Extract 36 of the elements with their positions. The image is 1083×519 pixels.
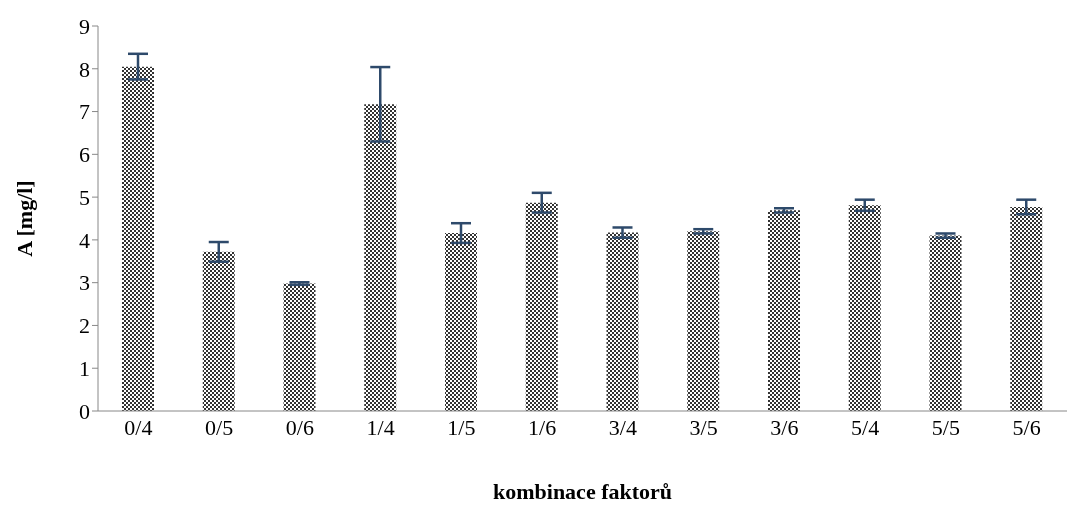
y-tick-label: 5: [79, 184, 90, 210]
x-tick-label: 0/6: [285, 414, 314, 440]
bar: [606, 232, 639, 411]
x-tick-label: 1/5: [447, 414, 476, 440]
bar: [445, 233, 477, 411]
y-tick-label: 3: [79, 270, 90, 296]
bar: [687, 231, 720, 411]
y-tick-label: 6: [79, 142, 90, 168]
y-tick-label: 8: [79, 56, 90, 82]
y-tick-label: 1: [79, 356, 90, 382]
y-tick-label: 0: [79, 398, 90, 424]
x-axis-title: kombinace faktorů: [492, 479, 673, 504]
y-tick-label: 7: [79, 99, 90, 125]
x-tick-label: 5/6: [1012, 414, 1041, 440]
bar: [122, 66, 154, 411]
x-tick-label: 1/6: [528, 414, 557, 440]
x-tick-label: 3/4: [608, 414, 637, 440]
y-tick-label: 9: [79, 13, 90, 39]
bar: [525, 202, 558, 411]
x-tick-label: 3/5: [689, 414, 718, 440]
y-tick-label: 4: [79, 227, 90, 253]
x-tick-label: 0/5: [205, 414, 234, 440]
bar: [768, 210, 800, 411]
y-tick-label: 2: [79, 313, 90, 339]
x-tick-label: 5/4: [851, 414, 880, 440]
bar: [1010, 206, 1043, 411]
bar: [929, 235, 962, 411]
bar: [364, 104, 397, 411]
bar: [848, 205, 881, 411]
x-tick-label: 0/4: [124, 414, 153, 440]
x-tick-label: 3/6: [770, 414, 799, 440]
y-axis-title: A [mg/l]: [11, 180, 37, 257]
x-tick-label: 1/4: [366, 414, 395, 440]
bar: [283, 283, 316, 411]
x-tick-label: 5/5: [931, 414, 960, 440]
bar: [202, 251, 235, 411]
